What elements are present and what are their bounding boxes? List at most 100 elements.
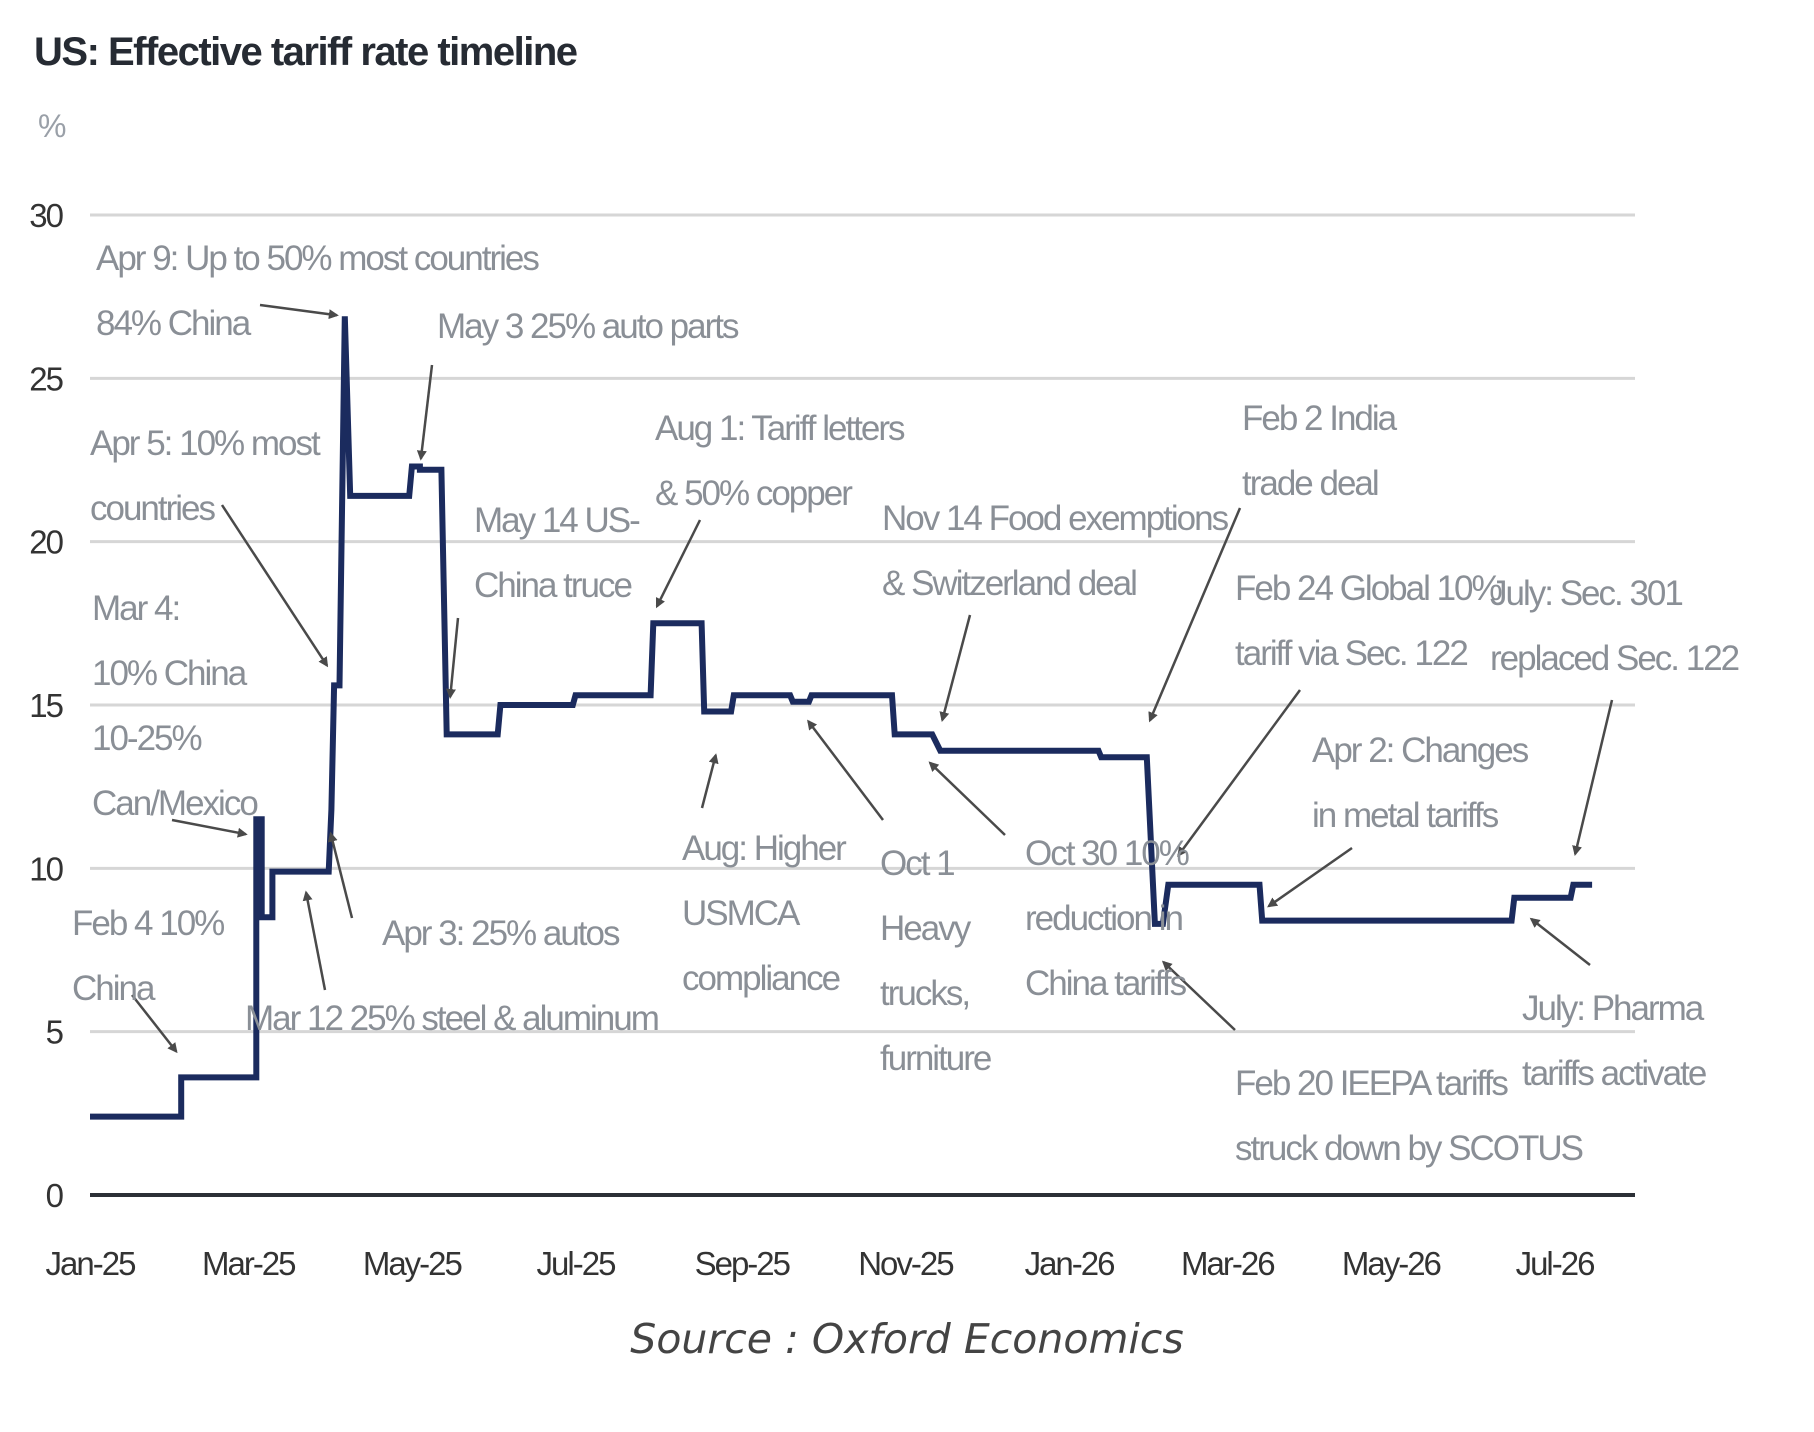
y-tick-label: 15 [29,687,62,724]
annotation-line: May 3 25% auto parts [437,307,739,346]
annotation-arrow [220,504,329,668]
annotation-arrow [131,994,178,1054]
annotation-label: Apr 3: 25% autos [382,914,622,953]
annotation-line: reduction in [1025,899,1182,938]
annotation-label: July: Pharma tariffs activate [1522,989,1708,1093]
annotation-label: Oct 1 Heavy trucks, furniture [880,844,993,1078]
x-tick-label: May-25 [363,1245,462,1282]
annotation-label: Oct 30 10% reduction in China tariffs [1025,834,1191,1003]
annotation-line: trade deal [1242,464,1378,503]
annotation-label: Aug 1: Tariff letters & 50% copper [655,409,907,513]
annotation-label: Feb 2 India trade deal [1242,399,1400,503]
annotation-arrow [1161,960,1236,1031]
annotation-label: Mar 4: 10% China 10-25% Can/Mexico [92,589,259,823]
annotation-line: Feb 24 Global 10% [1235,569,1502,608]
annotation-arrow [1572,699,1614,856]
annotation-line: Apr 9: Up to 50% most countries [96,239,539,278]
annotation-line: May 14 US- [474,501,640,540]
annotation-line: struck down by SCOTUS [1235,1129,1583,1168]
annotation-line: China truce [474,566,632,605]
annotation-line: Can/Mexico [92,784,257,823]
x-tick-label: May-26 [1342,1245,1441,1282]
annotation-line: in metal tariffs [1312,796,1499,835]
annotation-line: compliance [682,959,840,998]
annotation-line: furniture [880,1039,991,1078]
annotation-arrow [1177,689,1302,858]
annotation-line: tariff via Sec. 122 [1235,634,1467,673]
y-tick-label: 25 [29,360,62,397]
annotation-line: countries [90,489,216,528]
annotation-arrow [1529,917,1591,966]
annotation-line: Apr 5: 10% most [90,424,321,463]
annotation-line: Nov 14 Food exemptions [882,499,1229,538]
annotation-line: replaced Sec. 122 [1490,639,1739,678]
annotation-line: July: Sec. 301 [1490,574,1682,613]
annotation-line: China [72,969,156,1008]
source-note: Source : Oxford Economics [630,1315,1184,1363]
annotation-arrow [327,831,354,919]
annotation-line: USMCA [682,894,801,933]
annotation-line: Aug: Higher [682,829,847,868]
y-tick-label: 10 [29,850,63,887]
annotation-line: Feb 20 IEEPA tariffs [1235,1064,1508,1103]
annotation-arrow [655,519,702,609]
annotation-line: 84% China [96,304,252,343]
y-axis-ticks: 0 5 10 15 20 25 30 [29,197,65,1214]
annotation-arrow [939,614,972,723]
x-tick-label: Jul-26 [1516,1245,1595,1282]
x-tick-label: Jan-26 [1025,1245,1115,1282]
annotation-label: Apr 2: Changes in metal tariffs [1312,731,1531,835]
annotation-line: Mar 4: [92,589,179,628]
annotation-label: Feb 24 Global 10% tariff via Sec. 122 [1235,569,1504,673]
annotation-line: Aug 1: Tariff letters [655,409,905,448]
annotation-label: Apr 5: 10% most countries [90,424,323,528]
annotation-arrows [131,303,1614,1054]
y-axis-unit-label: % [38,108,67,144]
grid-lines [90,213,1635,1197]
x-tick-label: Jan-25 [46,1245,136,1282]
x-tick-label: Nov-25 [858,1245,953,1282]
annotation-line: Oct 30 10% [1025,834,1189,873]
annotation-line: & Switzerland deal [882,564,1136,603]
annotation-line: Apr 2: Changes [1312,731,1529,770]
annotation-arrow [700,753,719,809]
annotation-line: Apr 3: 25% autos [382,914,620,953]
annotation-label: Aug: Higher USMCA compliance [682,829,849,998]
annotation-arrow [302,890,327,991]
annotation-line: Heavy [880,909,972,948]
annotation-arrow [171,818,248,838]
annotation-label: May 3 25% auto parts [437,307,741,346]
annotation-line: Oct 1 [880,844,954,883]
annotation-line: & 50% copper [655,474,853,513]
y-tick-label: 20 [29,524,63,561]
annotation-arrow [416,364,434,461]
annotation-line: Mar 12 25% steel & aluminum [245,999,658,1038]
y-tick-label: 30 [29,197,63,234]
annotation-label: Mar 12 25% steel & aluminum [245,999,660,1038]
x-tick-label: Sep-25 [695,1245,790,1282]
annotation-label: Feb 4 10% China [72,904,226,1008]
annotation-arrow [259,303,339,320]
series-layer [90,316,1593,1120]
annotation-line: China tariffs [1025,964,1187,1003]
annotation-line: tariffs activate [1522,1054,1706,1093]
annotation-arrow [1267,846,1353,908]
annotation-arrow [1148,507,1242,723]
annotation-arrow [928,761,1006,836]
x-tick-label: Mar-25 [202,1245,295,1282]
x-axis-ticks: Jan-25 Mar-25 May-25 Jul-25 Sep-25 Nov-25 Jan-… [46,1245,1597,1282]
annotation-label: May 14 US- China truce [474,501,642,605]
annotation-arrow [807,719,884,821]
annotation-line: 10-25% [92,719,202,758]
series-line-effective-tariff-rate [90,316,1593,1120]
annotation-line: Feb 4 10% [72,904,224,943]
chart-title: US: Effective tariff rate timeline [34,30,578,74]
annotation-arrow [446,617,460,699]
y-tick-label: 0 [46,1177,64,1214]
annotation-line: trucks, [880,974,969,1013]
annotation-line: July: Pharma [1522,989,1705,1028]
annotation-label: Feb 20 IEEPA tariffs struck down by SCOTU… [1235,1064,1585,1168]
annotation-line: 10% China [92,654,248,693]
annotation-label: Nov 14 Food exemptions & Switzerland deal [882,499,1231,603]
